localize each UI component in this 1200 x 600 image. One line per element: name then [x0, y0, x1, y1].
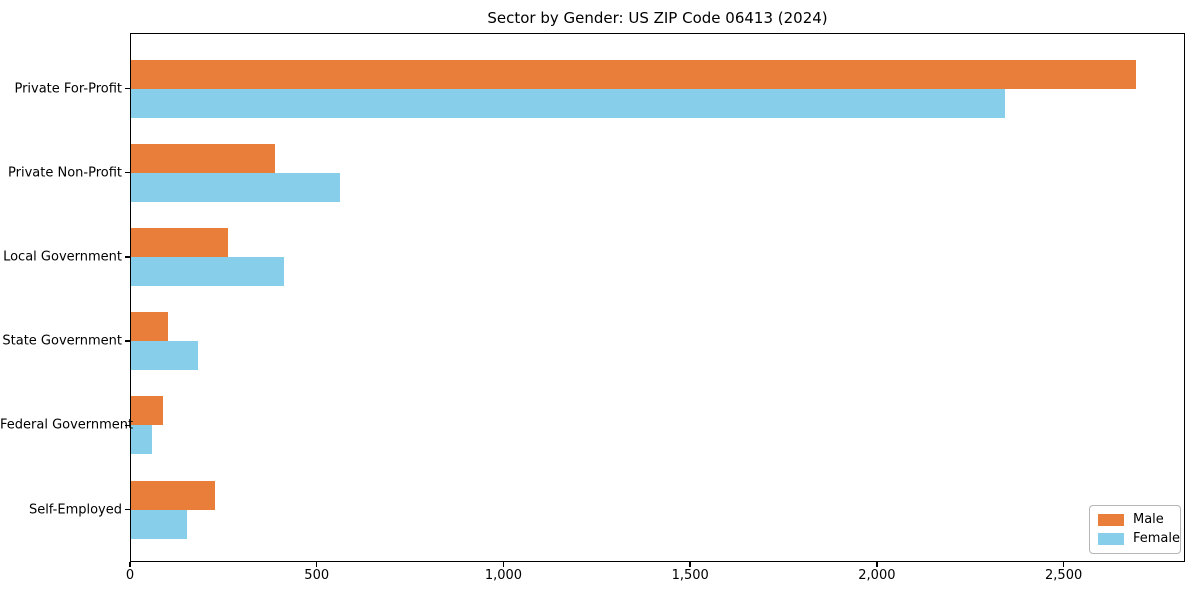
ytick-mark-0	[125, 87, 130, 90]
ytick-mark-4	[125, 424, 130, 427]
legend: Male Female	[1089, 505, 1181, 554]
bar-female-3	[131, 341, 198, 371]
xtick-mark-1	[315, 562, 318, 567]
ytick-mark-2	[125, 256, 130, 258]
bar-female-4	[131, 425, 152, 455]
female-series-swatch	[1098, 532, 1124, 545]
bar-female-2	[131, 256, 284, 286]
xtick-mark-2	[502, 562, 505, 567]
bar-female-0	[131, 88, 1005, 118]
ytick-label-3: State Government	[2, 333, 122, 349]
xtick-mark-5	[1062, 562, 1065, 567]
xtick-label-0: 0	[125, 568, 135, 583]
xtick-label-5: 2,500	[1045, 568, 1083, 583]
ytick-label-0: Private For-Profit	[14, 81, 122, 96]
ytick-label-2: Local Government	[3, 249, 122, 265]
bar-female-5	[131, 509, 187, 539]
legend-entry-male: Male	[1098, 513, 1172, 526]
xtick-label-1: 500	[304, 568, 330, 583]
ytick-label-1: Private Non-Profit	[8, 165, 122, 181]
bar-male-4	[131, 396, 163, 426]
bar-male-0	[131, 59, 1136, 89]
ytick-mark-5	[125, 508, 130, 511]
ytick-mark-1	[125, 171, 130, 174]
chart-title: Sector by Gender: US ZIP Code 06413 (202…	[487, 9, 828, 27]
legend-label-male: Male	[1133, 512, 1164, 527]
xtick-label-4: 2,000	[858, 568, 896, 583]
bar-male-2	[131, 227, 228, 257]
ytick-label-5: Self-Employed	[28, 502, 122, 517]
legend-label-female: Female	[1133, 531, 1181, 546]
xtick-mark-0	[129, 562, 131, 567]
ytick-label-4: Federal Government	[0, 417, 134, 433]
ytick-mark-3	[125, 340, 130, 342]
bar-male-1	[131, 143, 275, 173]
xtick-mark-3	[689, 562, 691, 567]
legend-entry-female: Female	[1098, 532, 1180, 545]
bar-female-1	[131, 172, 340, 202]
xtick-mark-4	[876, 562, 878, 567]
plot-area	[130, 33, 1185, 562]
xtick-label-3: 1,500	[671, 568, 709, 583]
bar-male-3	[131, 312, 168, 342]
male-series-swatch	[1098, 513, 1124, 526]
xtick-label-2: 1,000	[484, 568, 523, 583]
bar-male-5	[131, 480, 215, 510]
